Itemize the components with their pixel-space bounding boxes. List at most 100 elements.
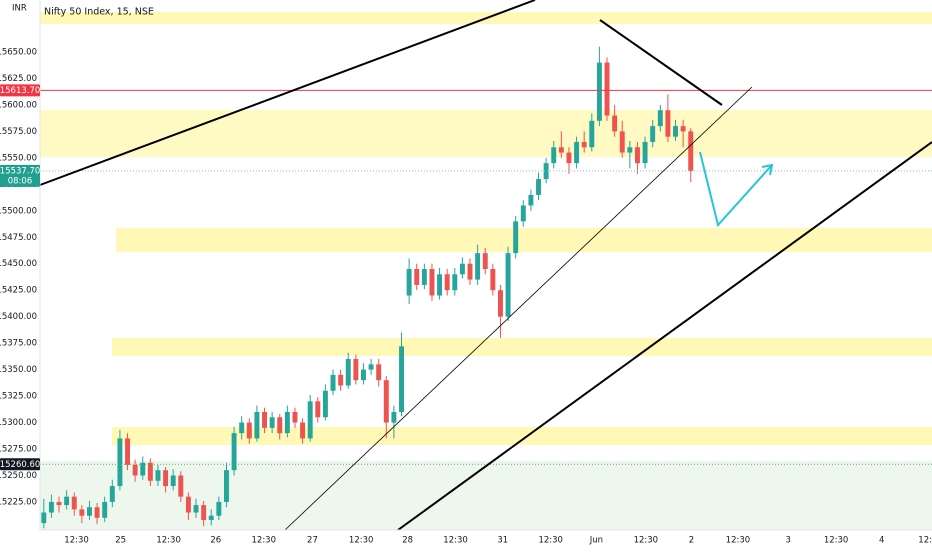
candle-body [452, 274, 458, 291]
candle-body [155, 470, 161, 481]
candle-body [437, 274, 443, 296]
y-tick-label: 15300.00 [0, 418, 37, 428]
candle-body [383, 380, 389, 423]
y-tick-label: 15600.00 [0, 100, 37, 110]
trend-line [599, 19, 723, 106]
candle-body [414, 269, 420, 285]
candle-body [185, 496, 191, 513]
y-tick-label: 15225.00 [0, 497, 37, 507]
price-badge-label: 15260.60 [0, 460, 40, 470]
candle-body [125, 438, 130, 465]
candle-body [368, 364, 374, 370]
candle-body [246, 422, 252, 439]
candle-body [399, 346, 404, 412]
currency: INR [12, 4, 27, 14]
candle-body [345, 359, 351, 386]
candle-body [338, 374, 344, 386]
candle-body [497, 290, 503, 317]
candle-body [216, 501, 222, 516]
y-tick-label: 15625.00 [0, 74, 37, 84]
x-tick-label: Jun [589, 536, 603, 546]
y-tick-label: 15500.00 [0, 206, 37, 216]
x-tick-label: 4 [879, 536, 884, 546]
candle-body [292, 411, 298, 423]
candle-body [322, 390, 328, 418]
x-tick-label: 26 [210, 536, 221, 546]
candle-body [48, 501, 54, 513]
x-tick-label: 2 [689, 536, 694, 546]
candle-body [140, 462, 146, 476]
y-tick-label: 15650.00 [0, 47, 37, 57]
candle-body [170, 475, 176, 487]
x-tick-label: 12:30 [349, 536, 374, 546]
candle-body [376, 364, 382, 381]
candle-body [604, 62, 610, 116]
candle-body [201, 505, 207, 520]
trend-line [39, 0, 536, 186]
candle-body [231, 433, 237, 471]
candle-body [300, 422, 306, 439]
projection-arrow [699, 151, 773, 228]
candle-body [56, 501, 62, 506]
candle-body [117, 438, 123, 487]
candle-body [102, 501, 108, 518]
candle-body [429, 269, 435, 296]
candle-body [315, 401, 321, 418]
y-tick-label: 15575.00 [0, 127, 37, 137]
candle-body [444, 274, 450, 291]
candle-body [482, 253, 488, 270]
candle-body [406, 269, 412, 296]
candle-body [490, 269, 496, 291]
zone [112, 427, 932, 445]
candle-body [94, 507, 100, 518]
axis-labels: 15225.00 15250.00 15275.00 15300.00 15325.00… [0, 47, 932, 546]
candle-body [657, 110, 663, 127]
x-tick-label: 27 [307, 536, 318, 546]
x-tick-label: 12:30 [64, 536, 89, 546]
candle-body [109, 486, 115, 502]
x-tick-label: 12:30 [538, 536, 563, 546]
x-tick-label: 31 [497, 536, 508, 546]
y-tick-label: 15350.00 [0, 365, 37, 375]
candle-body [612, 115, 618, 132]
candle-body [528, 194, 534, 206]
price-badge [0, 84, 40, 97]
x-tick-label: 12:30 [156, 536, 181, 546]
price-badge [0, 164, 40, 187]
y-tick-label: 15250.00 [0, 471, 37, 481]
candle-body [665, 110, 671, 137]
candle-body [79, 509, 85, 516]
candle-body [536, 179, 541, 195]
candle-body [269, 417, 275, 428]
candle-body [551, 147, 557, 164]
y-tick-label: 15375.00 [0, 339, 37, 349]
candle-body [163, 470, 169, 487]
y-tick-label: 15400.00 [0, 312, 37, 322]
candle-body [421, 269, 427, 285]
candle-body [360, 369, 366, 381]
x-tick-label: 28 [402, 536, 413, 546]
zone [40, 110, 932, 157]
candle-body [41, 512, 47, 524]
x-tick-label: 12:30 [824, 536, 849, 546]
price-badge-sublabel: 08:06 [8, 176, 33, 186]
candle-body [307, 401, 313, 439]
y-tick-label: 15325.00 [0, 392, 37, 402]
x-tick-label: 12:30 [252, 536, 277, 546]
x-tick-label: 12:30 [634, 536, 659, 546]
candle-body [284, 411, 290, 434]
candle-body [475, 253, 481, 280]
candle-body [513, 221, 519, 254]
candle-body [566, 152, 572, 164]
x-tick-label: 25 [115, 536, 126, 546]
candle-body [353, 359, 359, 381]
candle-body [223, 470, 229, 502]
time-axis [0, 530, 932, 550]
candle-body [254, 411, 260, 439]
arrow-head [761, 163, 774, 176]
candle-body [262, 411, 267, 428]
candle-body [543, 163, 549, 180]
candle-body [178, 475, 184, 497]
trend-line [284, 86, 753, 531]
